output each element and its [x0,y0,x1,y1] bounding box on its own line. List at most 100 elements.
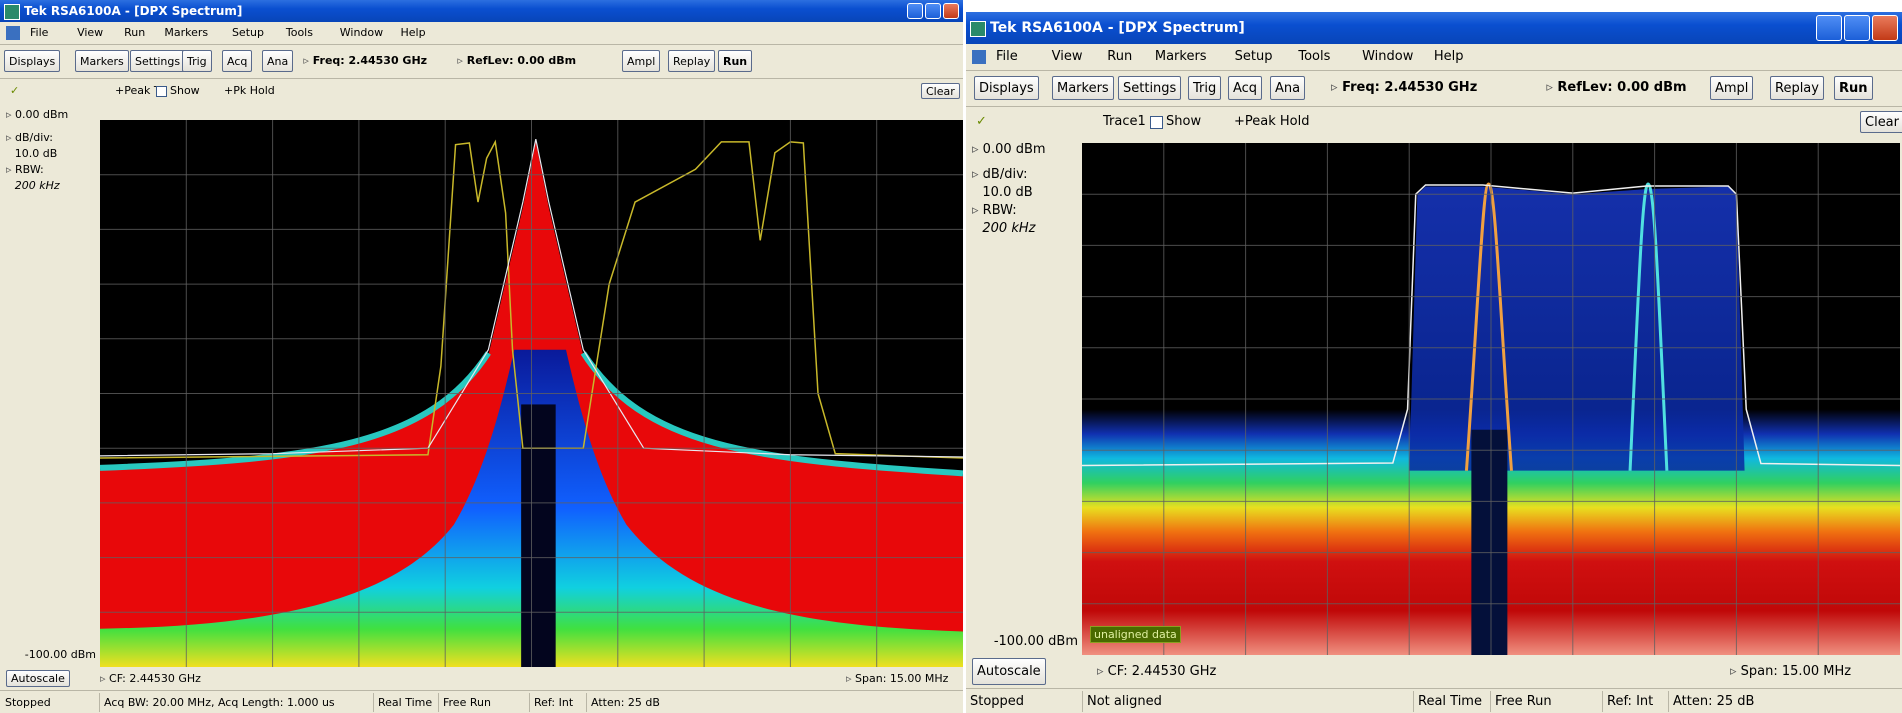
toolbar-button[interactable]: Replay [1770,76,1824,100]
checkmark: ✓ [10,84,20,97]
title-bar: Tek RSA6100A - [DPX Spectrum] [966,12,1902,44]
toolbar-button[interactable]: Ampl [622,50,661,72]
menu-item[interactable]: View [1051,49,1083,64]
status-divider [438,693,439,712]
toolbar-button[interactable]: Trig [1188,76,1222,100]
trace-selector[interactable]: +Peak Tr [115,84,164,97]
checkbox[interactable] [1150,115,1163,129]
clear-button[interactable]: Clear [1860,111,1902,133]
menu-item[interactable]: File [30,26,49,39]
window-control[interactable] [943,3,959,19]
window-control[interactable] [1844,15,1870,41]
status-divider [586,693,587,712]
toolbar-button[interactable]: Ana [1270,76,1306,100]
side-label: 10.0 dB [982,185,1033,200]
toolbar-button[interactable]: Acq [222,50,253,72]
status-field: Not aligned [1087,694,1162,709]
window-control[interactable] [1816,15,1842,41]
side-label: 200 kHz [982,221,1036,236]
toolbar-button[interactable]: Trig [182,50,212,72]
window: Tek RSA6100A - [DPX Spectrum] File View Run… [966,12,1902,713]
doc-icon [972,50,986,64]
toolbar-button[interactable]: Markers [75,50,129,72]
window-control[interactable] [1872,15,1898,41]
status-field: Stopped [970,694,1025,709]
status-field: Real Time [1418,694,1482,709]
dpx-edge [583,353,963,473]
trace-row: ✓ +Peak Tr Show +Pk Hold Clear [0,80,963,102]
frequency-readout[interactable]: Freq: 2.44530 GHz [1331,70,1477,106]
window-control[interactable] [907,3,923,19]
menu-item[interactable]: Window [339,26,384,39]
dpx-signal [1409,186,1745,471]
side-label[interactable]: 0.00 dBm [6,108,68,121]
menu-item[interactable]: View [77,26,104,39]
menu-item[interactable]: Markers [1154,49,1207,64]
status-field: Real Time [378,696,433,709]
toolbar-button[interactable]: Run [1834,76,1873,100]
peak-hold-trace [100,142,963,458]
autoscale-button[interactable]: Autoscale [6,670,70,687]
status-divider [1602,691,1603,712]
dpx-center-gap [521,404,556,667]
status-bar: Stopped Not aligned Real Time Free Run Ref: … [966,688,1902,713]
spectrum-display [100,120,963,667]
overlay-label: unaligned data [1090,626,1181,643]
menu-item[interactable]: Setup [231,26,264,39]
toolbar-button[interactable]: Settings [1118,76,1182,100]
status-divider [99,693,100,712]
bottom-reference: -100.00 dBm [24,648,96,661]
frequency-readout[interactable]: Freq: 2.44530 GHz [303,44,427,78]
side-label[interactable]: RBW: [6,163,44,176]
status-field: Atten: 25 dB [1673,694,1755,709]
toolbar-button[interactable]: Settings [130,50,186,72]
dpx-spike [1466,184,1511,471]
span[interactable]: Span: 15.00 MHz [846,669,948,688]
window-title: Tek RSA6100A - [DPX Spectrum] [990,20,1245,36]
menu-item[interactable]: File [996,49,1018,64]
checkmark: ✓ [976,114,987,129]
menu-item[interactable]: Window [1362,49,1414,64]
window-control[interactable] [925,3,941,19]
clear-button[interactable]: Clear [921,83,960,99]
checkbox[interactable] [156,85,167,97]
toolbar-button[interactable]: Run [718,50,753,72]
menu-item[interactable]: Tools [1298,49,1331,64]
menu-item[interactable]: Help [400,26,426,39]
show-label[interactable]: Show [170,84,200,97]
toolbar-button[interactable]: Replay [668,50,716,72]
menu-item[interactable]: Run [1107,49,1133,64]
detection-selector[interactable]: +Pk Hold [224,84,275,97]
toolbar-button[interactable]: Markers [1052,76,1114,100]
side-label[interactable]: dB/div: [6,131,53,144]
status-divider [529,693,530,712]
side-label[interactable]: 0.00 dBm [972,142,1046,157]
toolbar-button[interactable]: Ana [262,50,294,72]
toolbar-button[interactable]: Acq [1228,76,1263,100]
menu-item[interactable]: Run [124,26,146,39]
toolbar-button[interactable]: Displays [4,50,61,72]
trace-selector[interactable]: Trace1 [1103,114,1146,129]
toolbar-button[interactable]: Displays [974,76,1039,100]
center-frequency[interactable]: CF: 2.44530 GHz [1097,657,1217,686]
menu-item[interactable]: Help [1433,49,1464,64]
menu-item[interactable]: Tools [285,26,313,39]
side-label[interactable]: dB/div: [972,167,1028,182]
reference-level-readout[interactable]: RefLev: 0.00 dBm [457,44,576,78]
spectrum-display [1082,143,1900,655]
span[interactable]: Span: 15.00 MHz [1730,657,1851,686]
center-frequency[interactable]: CF: 2.44530 GHz [100,669,201,688]
menu-item[interactable]: Setup [1234,49,1273,64]
status-divider [1490,691,1491,712]
show-label[interactable]: Show [1166,114,1202,129]
autoscale-button[interactable]: Autoscale [972,658,1046,685]
app-icon [970,21,986,37]
menu-item[interactable]: Markers [164,26,209,39]
detection-selector[interactable]: +Peak Hold [1234,114,1310,129]
side-label: 200 kHz [14,179,60,192]
reference-level-readout[interactable]: RefLev: 0.00 dBm [1546,70,1686,106]
side-label[interactable]: RBW: [972,203,1017,218]
toolbar-button[interactable]: Ampl [1710,76,1754,100]
